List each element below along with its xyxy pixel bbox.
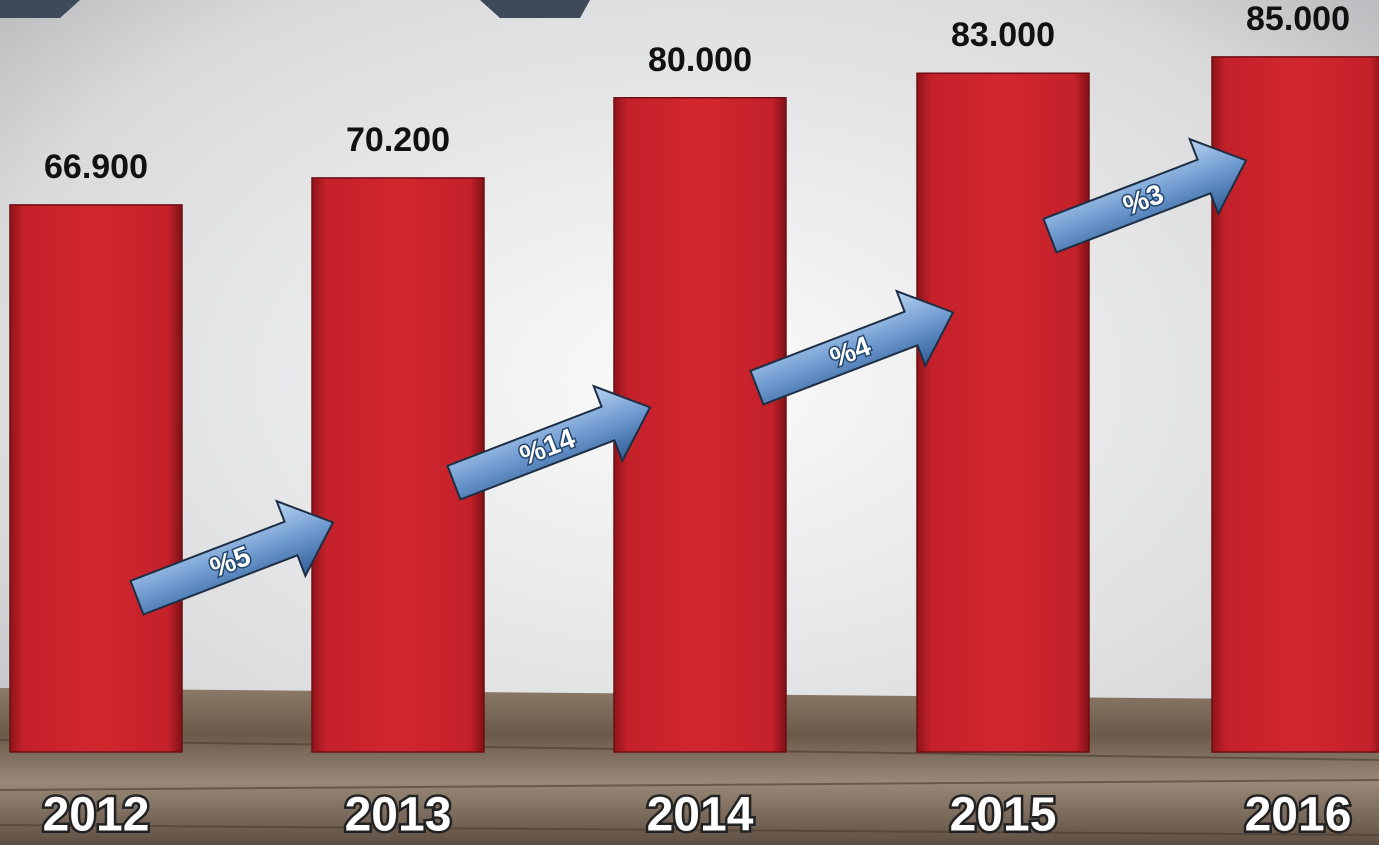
x-tick-label: 2014: [647, 789, 754, 842]
x-tick-label: 2013: [345, 789, 452, 842]
x-tick-label: 2016: [1245, 789, 1352, 842]
value-label: 80.000: [648, 41, 752, 79]
value-label: 83.000: [951, 16, 1055, 54]
bar: [916, 72, 1090, 753]
arrow: %4: [749, 289, 955, 406]
bar: [613, 97, 787, 753]
bars: [9, 56, 1379, 753]
value-label: 70.200: [346, 121, 450, 159]
arrow: %14: [446, 384, 652, 501]
x-tick-label: 2015: [950, 789, 1057, 842]
bar: [9, 204, 183, 753]
banner: [0, 0, 590, 18]
x-tick-label: 2012: [43, 789, 150, 842]
value-label: 85.000: [1246, 0, 1350, 38]
value-label: 66.900: [44, 148, 148, 186]
